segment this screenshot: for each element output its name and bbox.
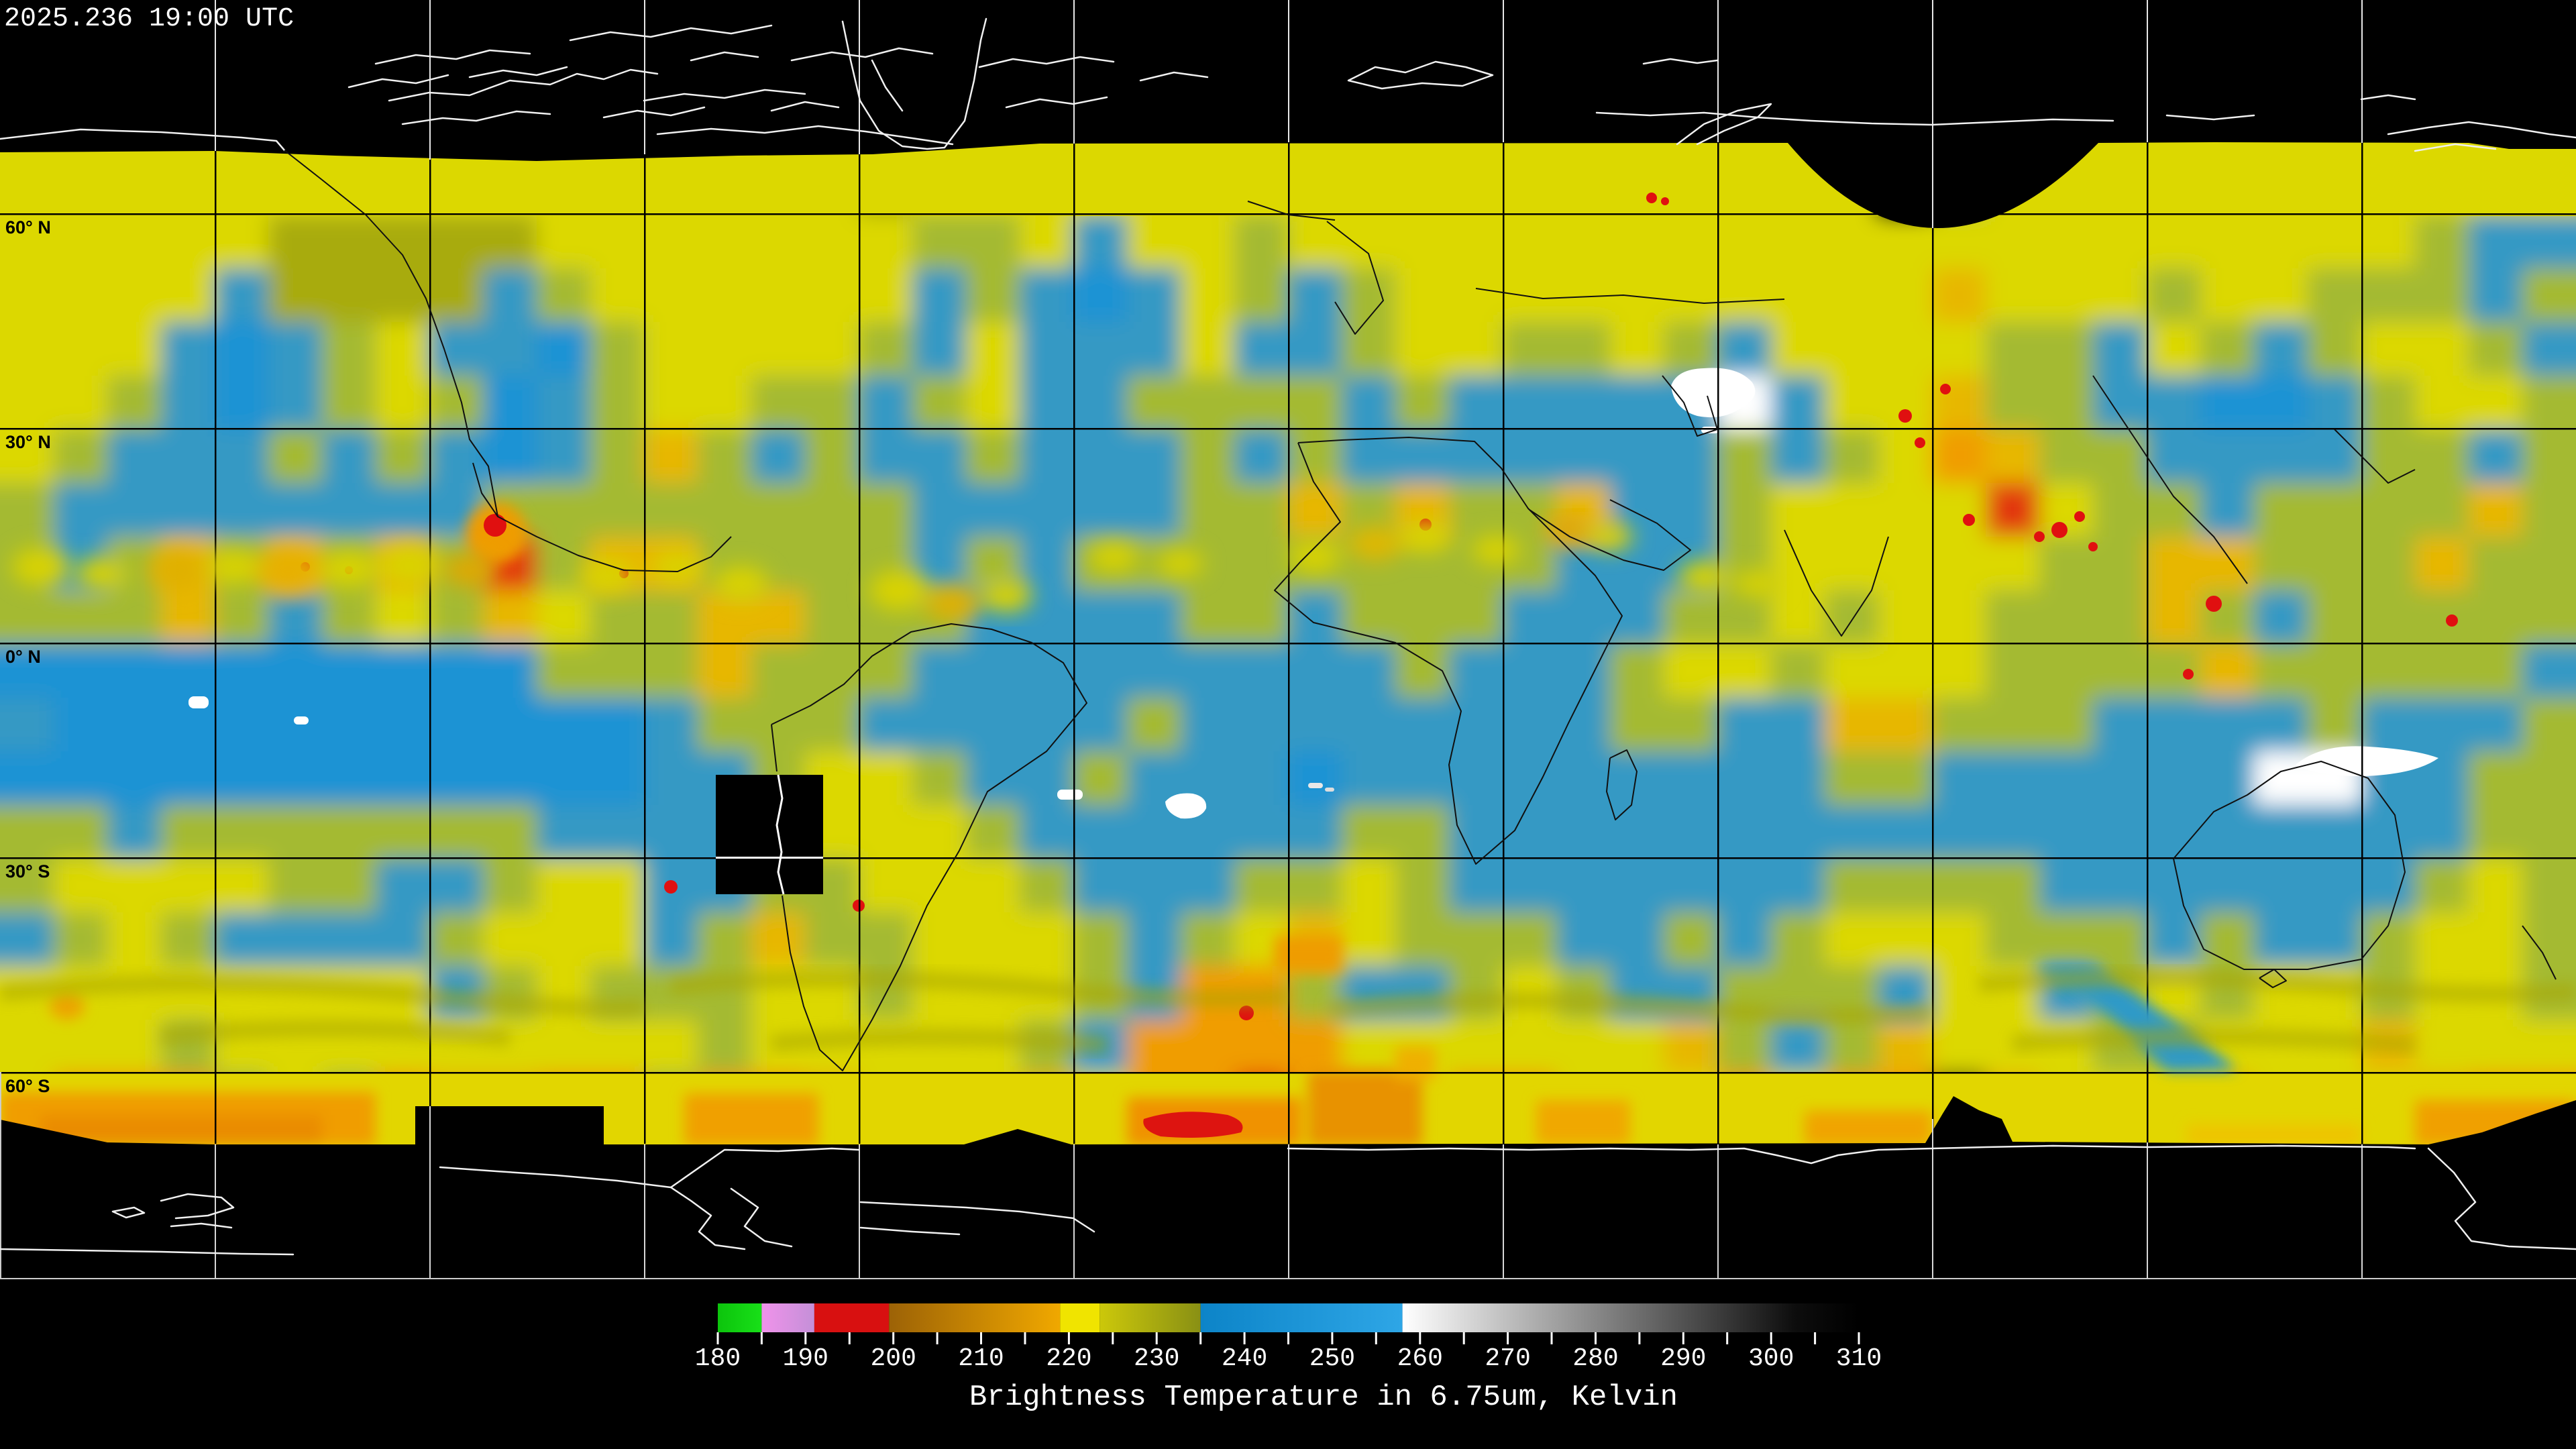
- svg-text:270: 270: [1485, 1344, 1530, 1373]
- svg-text:310: 310: [1836, 1344, 1882, 1373]
- svg-text:180: 180: [695, 1344, 741, 1373]
- svg-text:250: 250: [1309, 1344, 1355, 1373]
- svg-text:280: 280: [1572, 1344, 1618, 1373]
- svg-text:240: 240: [1222, 1344, 1267, 1373]
- svg-text:260: 260: [1397, 1344, 1443, 1373]
- svg-text:300: 300: [1748, 1344, 1794, 1373]
- svg-text:290: 290: [1660, 1344, 1706, 1373]
- svg-text:220: 220: [1046, 1344, 1091, 1373]
- svg-text:230: 230: [1134, 1344, 1179, 1373]
- svg-text:30° S: 30° S: [5, 861, 50, 881]
- svg-text:0° N: 0° N: [5, 647, 41, 667]
- svg-text:Brightness Temperature in 6.75: Brightness Temperature in 6.75um, Kelvin: [969, 1381, 1678, 1414]
- svg-text:60° S: 60° S: [5, 1076, 50, 1096]
- svg-text:210: 210: [958, 1344, 1004, 1373]
- svg-text:190: 190: [783, 1344, 828, 1373]
- svg-text:2025.236 19:00 UTC: 2025.236 19:00 UTC: [4, 4, 294, 34]
- svg-text:200: 200: [870, 1344, 916, 1373]
- svg-text:60° N: 60° N: [5, 217, 51, 237]
- svg-text:30° N: 30° N: [5, 432, 51, 452]
